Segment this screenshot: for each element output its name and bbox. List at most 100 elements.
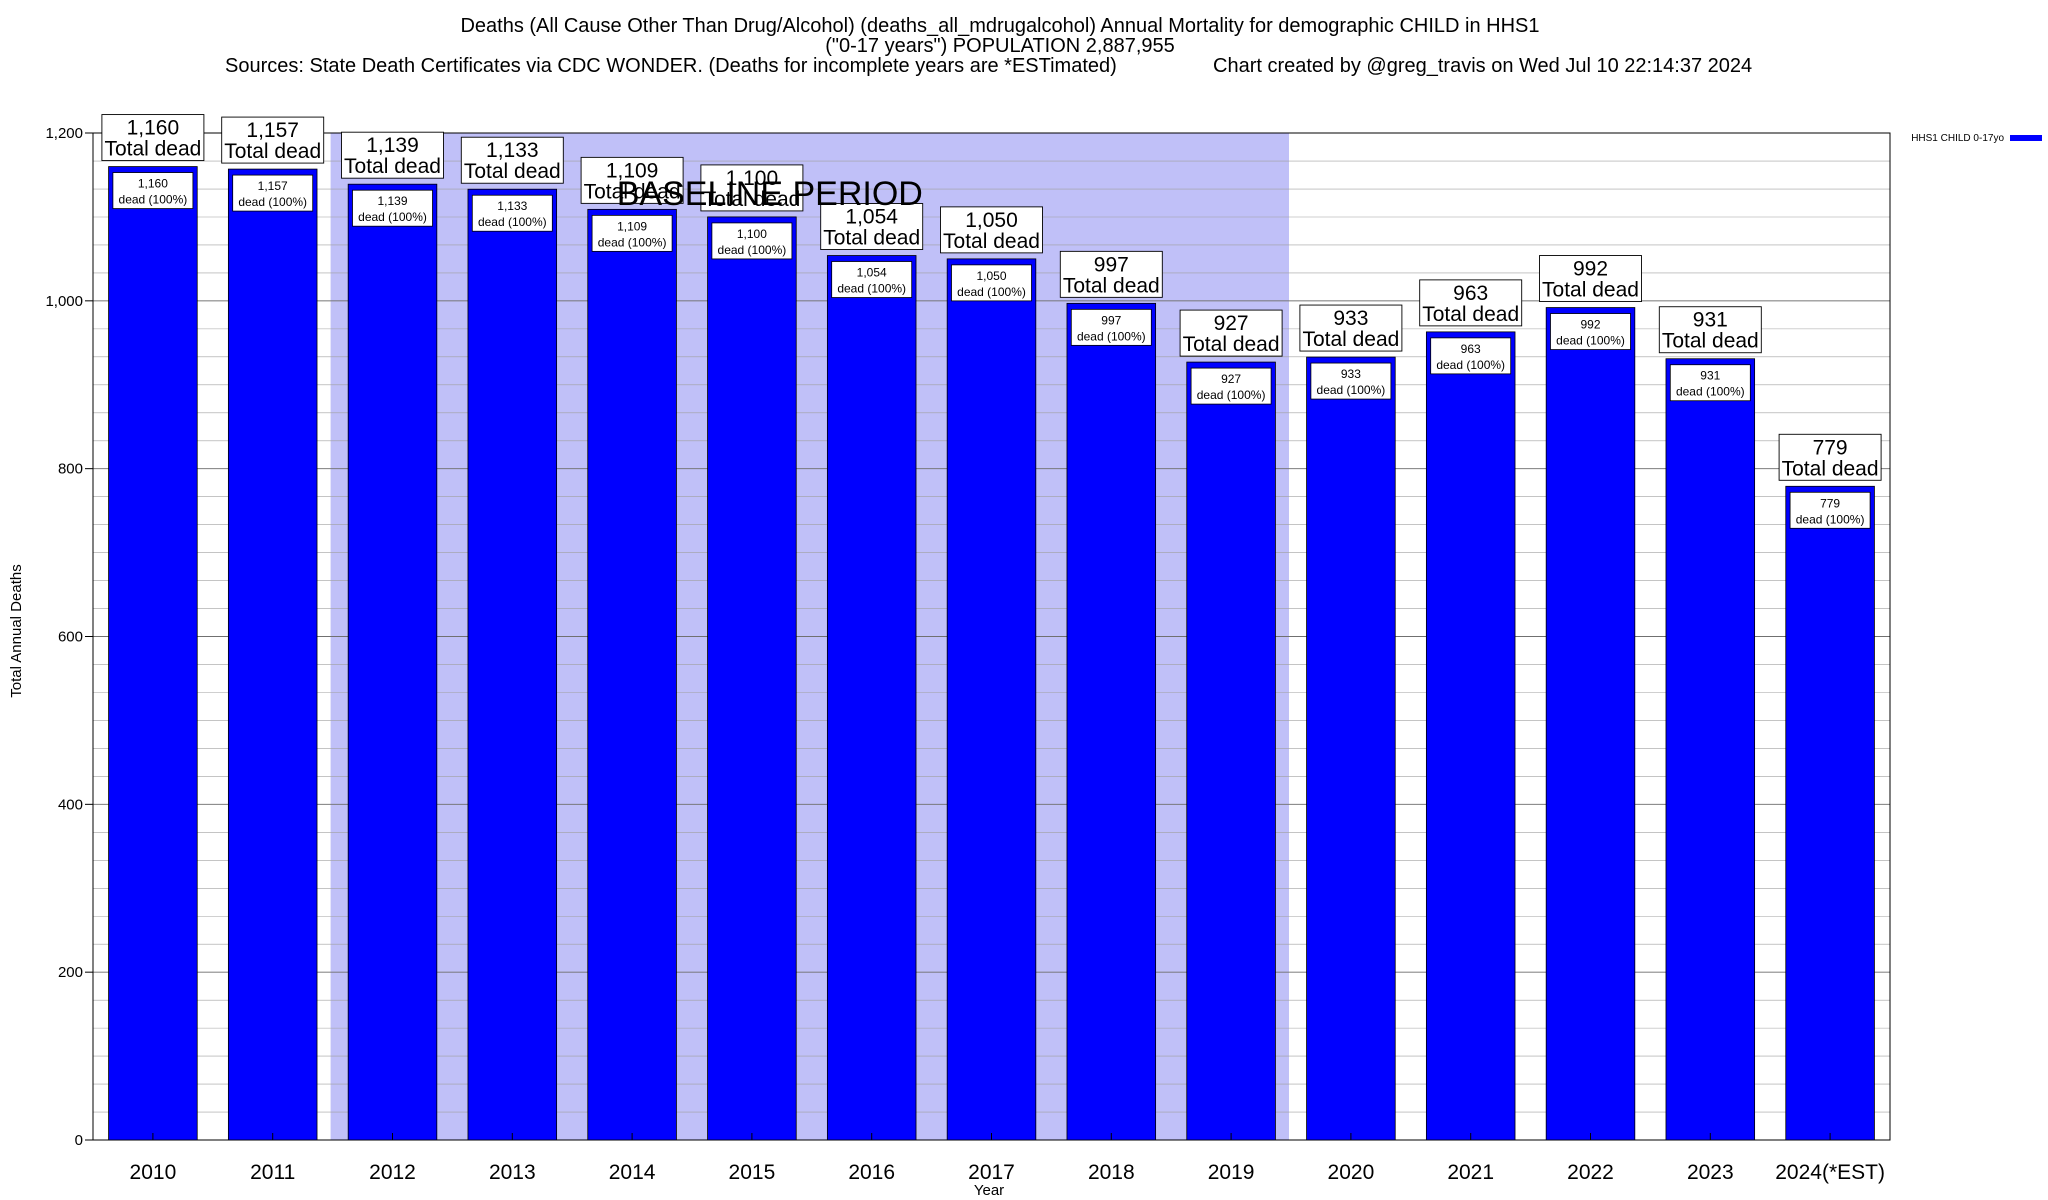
x-tick-label: 2024(*EST) xyxy=(1775,1161,1885,1184)
inner-value-label: 927 xyxy=(1221,372,1241,386)
y-axis-title: Total Annual Deaths xyxy=(8,564,25,697)
inner-value-label: 1,100 xyxy=(737,227,767,241)
inner-percent-label: dead (100%) xyxy=(598,235,667,249)
inner-percent-label: dead (100%) xyxy=(358,210,427,224)
total-dead-label: Total dead xyxy=(1782,457,1879,480)
x-tick-label: 2023 xyxy=(1687,1161,1734,1184)
bar xyxy=(347,183,438,1141)
inner-label-box xyxy=(1070,308,1152,346)
inner-label-box xyxy=(1789,491,1871,529)
bar xyxy=(1545,307,1636,1141)
x-tick-label: 2022 xyxy=(1567,1161,1614,1184)
y-tick-label: 1,200 xyxy=(45,125,83,142)
total-value-label: 1,054 xyxy=(845,206,898,229)
inner-value-label: 1,050 xyxy=(976,269,1006,283)
total-dead-label: Total dead xyxy=(943,230,1040,253)
inner-label-box xyxy=(1430,337,1512,375)
total-label-box xyxy=(1179,309,1283,357)
inner-percent-label: dead (100%) xyxy=(1796,512,1865,526)
x-tick-label: 2021 xyxy=(1447,1161,1494,1184)
x-tick-label: 2018 xyxy=(1088,1161,1135,1184)
total-dead-label: Total dead xyxy=(1063,274,1160,297)
total-label-box xyxy=(580,156,684,204)
chart-title-line-2: ("0-17 years") POPULATION 2,887,955 xyxy=(825,35,1175,57)
total-dead-label: Total dead xyxy=(104,138,201,161)
inner-percent-label: dead (100%) xyxy=(119,193,188,207)
chart-credit: Chart created by @greg_travis on Wed Jul… xyxy=(1213,55,1752,77)
total-value-label: 927 xyxy=(1214,312,1249,335)
bar xyxy=(946,258,1037,1141)
x-tick-label: 2013 xyxy=(489,1161,536,1184)
bar xyxy=(108,166,198,1141)
total-value-label: 963 xyxy=(1453,282,1488,305)
inner-percent-label: dead (100%) xyxy=(1556,334,1625,348)
total-value-label: 779 xyxy=(1813,436,1848,459)
inner-label-box xyxy=(232,174,314,212)
legend: HHS1 CHILD 0-17yo xyxy=(1911,133,2042,144)
plot-area: 0 200 400 600 800 1,000 1,200 2010 1,160 dead (10… xyxy=(45,114,1891,1184)
chart-sources: Sources: State Death Certificates via CD… xyxy=(225,55,1117,77)
inner-percent-label: dead (100%) xyxy=(1077,329,1146,343)
total-dead-label: Total dead xyxy=(1662,330,1759,353)
y-tick-label: 600 xyxy=(58,629,83,646)
x-tick-label: 2015 xyxy=(729,1161,776,1184)
bar xyxy=(467,188,558,1141)
total-dead-label: Total dead xyxy=(703,188,800,211)
inner-percent-label: dead (100%) xyxy=(957,285,1026,299)
bar xyxy=(1066,302,1157,1141)
y-tick-label: 200 xyxy=(58,964,83,981)
inner-value-label: 1,054 xyxy=(857,266,887,280)
axis-titles: Total Annual Deaths Year xyxy=(8,564,1004,1199)
total-value-label: 1,139 xyxy=(366,134,419,157)
inner-label-box xyxy=(591,214,673,252)
inner-percent-label: dead (100%) xyxy=(1317,383,1386,397)
bar xyxy=(826,255,917,1141)
baseline-period-label: BASELINE PERIOD xyxy=(617,175,923,213)
total-label-box xyxy=(221,116,325,164)
x-tick-label: 2010 xyxy=(130,1161,177,1184)
x-tick-label: 2016 xyxy=(848,1161,895,1184)
total-label-box xyxy=(940,206,1043,254)
inner-value-label: 1,160 xyxy=(138,177,168,191)
inner-label-box xyxy=(1550,313,1631,350)
inner-value-label: 1,109 xyxy=(617,219,647,233)
inner-percent-label: dead (100%) xyxy=(1436,358,1505,372)
total-value-label: 1,133 xyxy=(486,139,539,162)
inner-value-label: 1,157 xyxy=(258,179,288,193)
inner-label-box xyxy=(1310,362,1392,400)
x-axis-title: Year xyxy=(974,1182,1004,1199)
bar xyxy=(587,208,677,1141)
total-dead-label: Total dead xyxy=(464,160,561,183)
inner-value-label: 931 xyxy=(1700,369,1720,383)
total-value-label: 992 xyxy=(1573,258,1608,281)
total-label-box xyxy=(1778,433,1882,481)
inner-percent-label: dead (100%) xyxy=(238,195,307,209)
inner-percent-label: dead (100%) xyxy=(718,243,787,257)
inner-percent-label: dead (100%) xyxy=(1676,385,1745,399)
inner-value-label: 992 xyxy=(1580,318,1600,332)
total-label-box xyxy=(341,131,444,179)
total-label-box xyxy=(700,164,804,212)
x-tick-label: 2014 xyxy=(609,1161,656,1184)
y-tick-label: 400 xyxy=(58,796,83,813)
x-tick-label: 2020 xyxy=(1328,1161,1375,1184)
bar xyxy=(1306,356,1396,1141)
total-value-label: 1,109 xyxy=(606,159,659,182)
legend-label: HHS1 CHILD 0-17yo xyxy=(1911,133,2004,144)
total-dead-label: Total dead xyxy=(584,180,681,203)
bar xyxy=(1785,485,1875,1141)
total-value-label: 1,100 xyxy=(726,167,779,190)
total-label-box xyxy=(1299,304,1403,352)
total-value-label: 1,157 xyxy=(246,119,299,142)
total-label-box xyxy=(1658,306,1762,354)
total-label-box xyxy=(820,203,924,250)
total-dead-label: Total dead xyxy=(1302,328,1399,351)
chart-titles: Deaths (All Cause Other Than Drug/Alcoho… xyxy=(225,15,1752,77)
y-tick-label: 0 xyxy=(75,1132,83,1149)
inner-value-label: 997 xyxy=(1101,313,1121,327)
total-dead-label: Total dead xyxy=(1422,303,1519,326)
bar xyxy=(1665,358,1756,1141)
x-tick-label: 2019 xyxy=(1208,1161,1255,1184)
inner-percent-label: dead (100%) xyxy=(837,282,906,296)
bar xyxy=(1425,331,1516,1141)
